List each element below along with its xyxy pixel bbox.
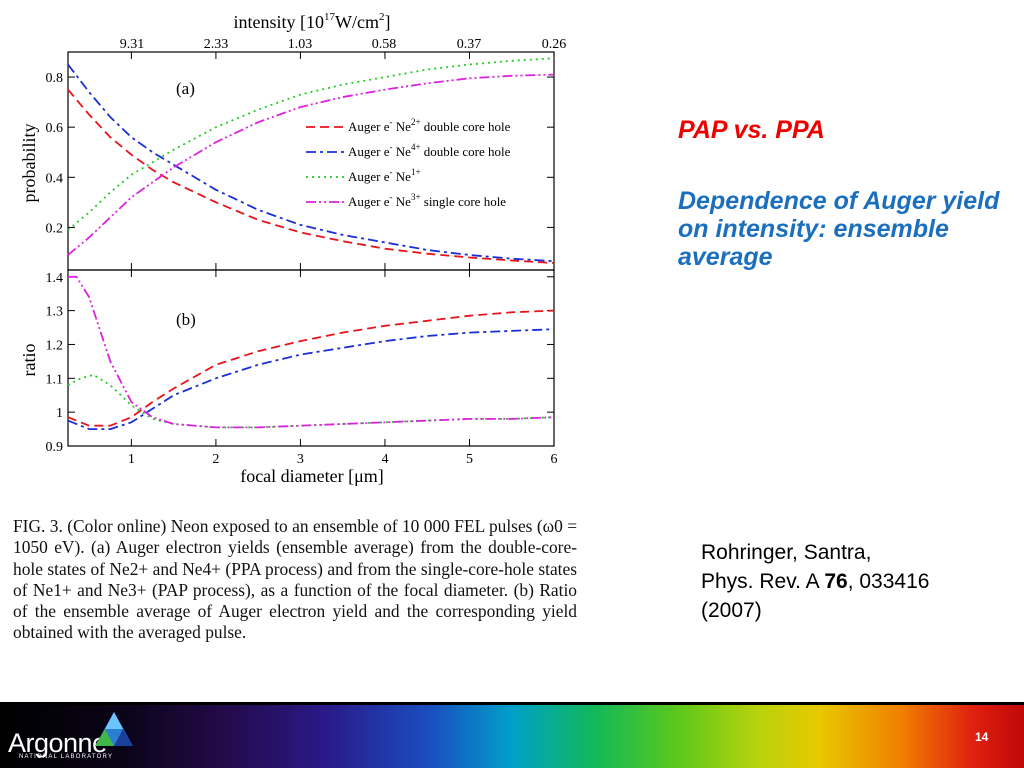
argonne-logo-subtitle: NATIONAL LABORATORY [19,754,114,760]
reference-pages: , 033416 (2007) [701,570,930,622]
y-tick-label: 1.4 [46,271,64,286]
y-tick-label: 0.8 [46,71,64,86]
top-axis-ticks: 9.31 2.33 1.03 0.58 0.37 0.26 [120,37,567,52]
panel-a-series [67,57,555,264]
y-tick-label: 1.2 [46,338,64,353]
argonne-triangle-logo-icon [95,712,133,746]
title-dependence: Dependence of Auger yield on intensity: … [678,187,1000,271]
panel-b-series [67,275,555,430]
y-tick-label: 0.4 [46,171,64,186]
slide-title: PAP vs. PPA Dependence of Auger yield on… [678,116,1008,271]
y-tick-label: 0.2 [46,221,64,236]
bottom-axis-title: focal diameter [μm] [240,466,384,486]
x-tick-label: 5 [466,452,473,467]
panel-b-label: (b) [176,310,196,329]
panel-b-axes: 0.9 1 1.1 1.2 1.3 1.4 1 2 3 4 5 6 [46,270,558,467]
x-tick-label: 4 [381,452,388,467]
x-tick-label: 6 [551,452,558,467]
top-tick-label: 2.33 [204,37,229,52]
reference-journal: Phys. Rev. A [701,570,825,593]
reference-authors: Rohringer, Santra, [701,541,872,564]
series-line-b-3 [68,275,555,429]
footer-spectrum-bar [0,702,1024,768]
figure-caption: FIG. 3. (Color online) Neon exposed to a… [13,516,577,643]
top-tick-label: 0.26 [542,37,567,52]
y-tick-label: 0.6 [46,121,64,136]
panel-b-ylabel: ratio [19,344,39,377]
top-tick-label: 0.37 [457,37,482,52]
argonne-logo-text: Argonne [8,728,107,758]
panel-a-label: (a) [176,79,195,98]
page-number: 14 [975,730,989,744]
series-line-a-3 [67,73,555,256]
series-line-b-1 [67,328,555,430]
y-tick-label: 1.1 [46,372,64,387]
x-tick-label: 3 [297,452,304,467]
legend-label: Auger e- Ne3+ single core hole [348,192,506,209]
footer-divider [0,702,1024,705]
top-tick-label: 9.31 [120,37,145,52]
figure-3-plot: intensity [1017W/cm2] 9.31 2.33 1.03 0.58 0.… [19,11,567,486]
y-tick-label: 0.9 [46,440,64,455]
reference-volume: 76 [824,570,848,593]
x-tick-label: 1 [128,452,135,467]
y-tick-label: 1 [56,406,63,421]
legend-label: Auger e- Ne1+ [348,167,421,184]
series-line-a-0 [67,89,555,264]
panel-a-ylabel: probability [19,124,39,203]
legend-label: Auger e- Ne4+ double core hole [348,142,511,159]
legend-label: Auger e- Ne2+ double core hole [348,117,511,134]
y-tick-label: 1.3 [46,305,64,320]
reference-citation: Rohringer, Santra, Phys. Rev. A 76, 0334… [701,538,941,625]
panel-a-axes: 0.2 0.4 0.6 0.8 [46,52,555,270]
panel-b-frame [67,269,555,447]
top-tick-label: 1.03 [288,37,313,52]
x-tick-label: 2 [212,452,219,467]
title-pap-vs-ppa: PAP vs. PPA [678,116,825,144]
top-axis-title: intensity [1017W/cm2] [234,11,391,32]
series-line-b-0 [67,309,555,427]
top-tick-label: 0.58 [372,37,397,52]
series-line-a-1 [67,63,555,263]
panel-a-legend: Auger e- Ne2+ double core hole Auger e- N… [306,117,511,209]
